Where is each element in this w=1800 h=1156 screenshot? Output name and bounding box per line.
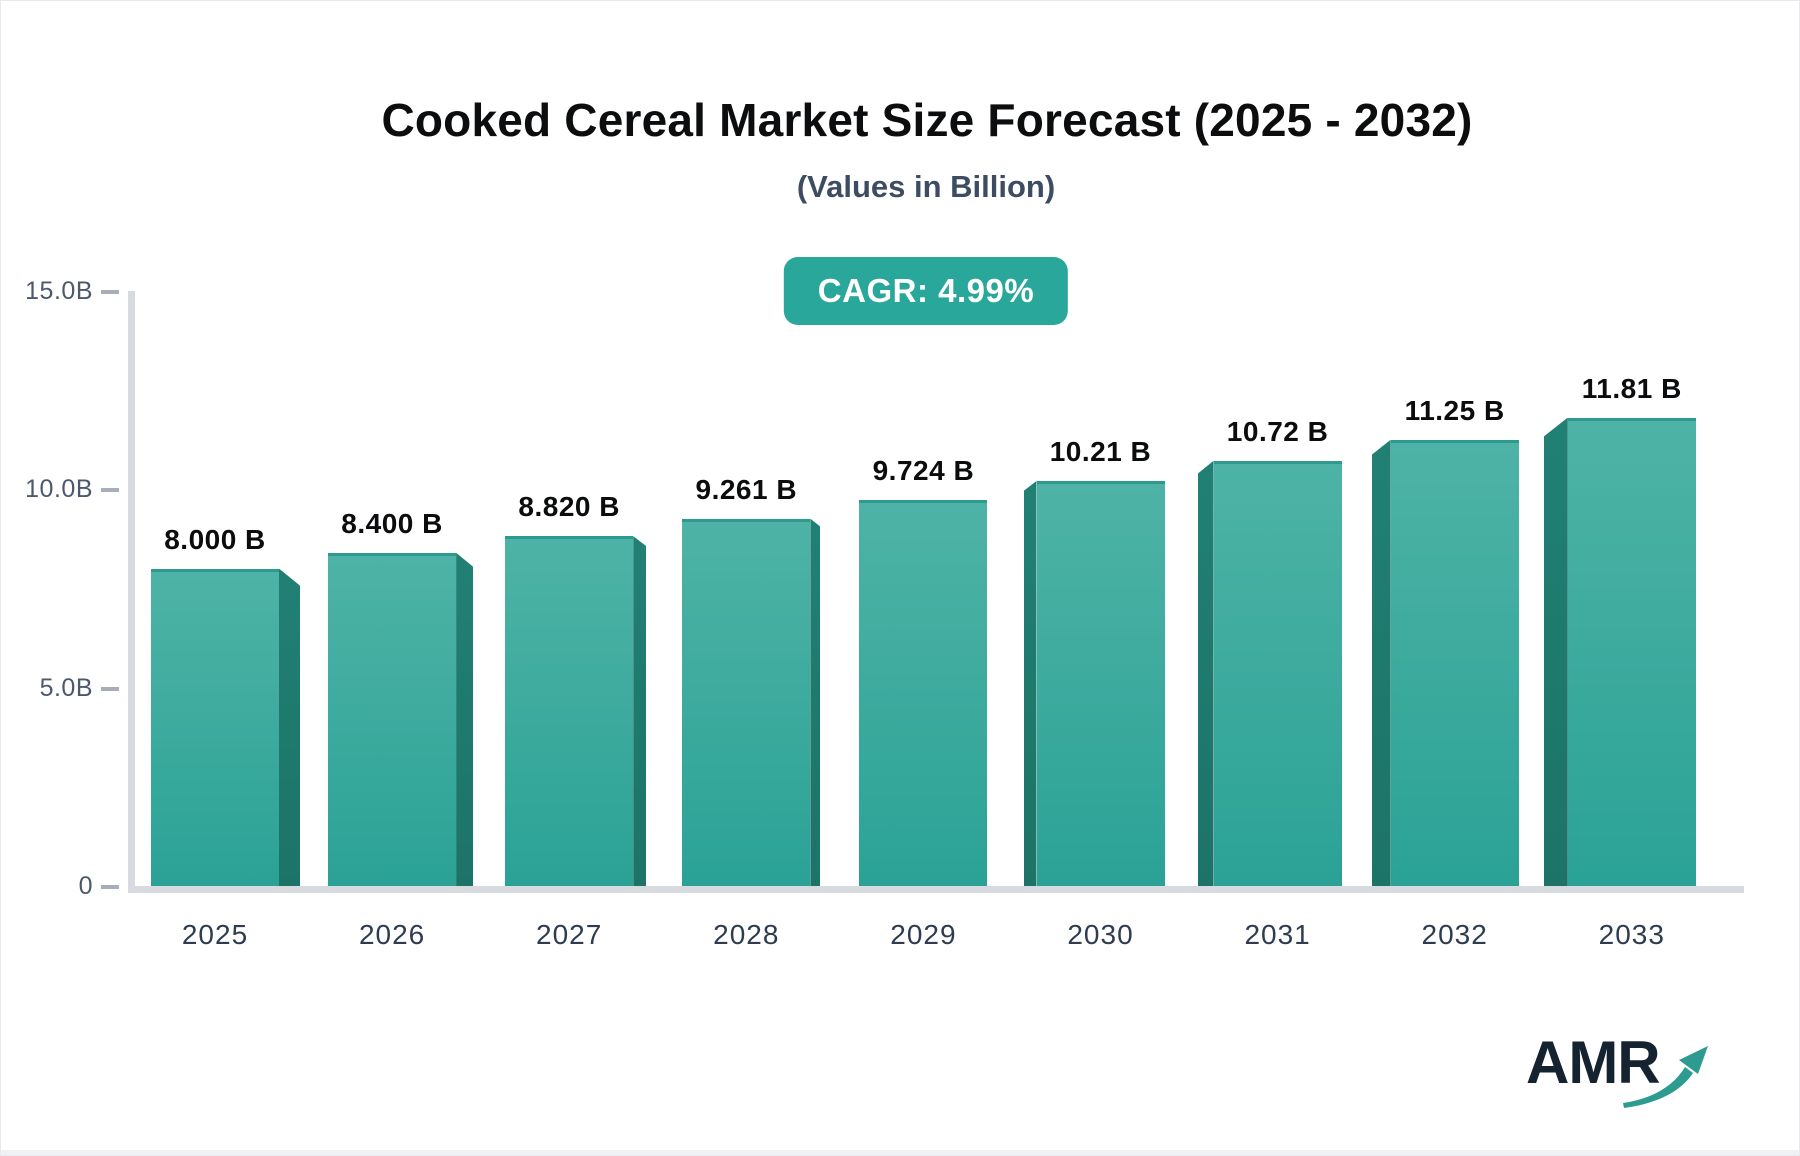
bar-2026[interactable]	[328, 552, 457, 886]
y-axis-tick-label: 15.0B	[25, 277, 93, 305]
growth-arrow-icon	[1623, 1046, 1708, 1108]
bottom-edge	[1, 1150, 1799, 1155]
bar-side-face	[279, 568, 300, 886]
bar-side-face	[1023, 481, 1037, 886]
bar-2033[interactable]	[1567, 417, 1696, 886]
x-axis-label-2027: 2027	[536, 919, 603, 950]
bar-2028[interactable]	[682, 518, 811, 886]
x-axis-label-2032: 2032	[1421, 919, 1488, 950]
y-axis-tick	[101, 290, 119, 294]
bar-value-label: 9.724 B	[872, 455, 975, 487]
x-axis-label-2033: 2033	[1598, 919, 1665, 950]
bar-value-label: 9.261 B	[695, 473, 798, 505]
bar-value-label: 8.400 B	[341, 507, 443, 539]
bar-side-face	[1197, 460, 1214, 886]
x-axis-line	[128, 886, 1744, 893]
y-axis-line	[128, 291, 135, 893]
bar-2027[interactable]	[505, 536, 634, 886]
bar-side-face	[456, 552, 474, 886]
bar-side-face	[1543, 417, 1568, 886]
bar-value-label: 11.81 B	[1581, 372, 1682, 404]
x-axis-label-2025: 2025	[181, 919, 249, 950]
x-axis-label-2029: 2029	[890, 919, 957, 950]
bar-2029[interactable]	[859, 500, 988, 886]
page-title: Cooked Cereal Market Size Forecast (2025…	[381, 94, 1473, 146]
amr-logo[interactable]: AMR	[1526, 1033, 1736, 1113]
chart-subtitle: (Values in Billion)	[796, 169, 1056, 204]
y-axis-tick	[101, 686, 119, 691]
y-axis-tick	[101, 885, 119, 889]
bar-value-label: 8.000 B	[164, 523, 266, 555]
bar-value-label: 8.820 B	[518, 491, 620, 523]
y-axis-tick-label: 10.0B	[25, 475, 93, 504]
x-axis-label-2031: 2031	[1244, 919, 1311, 950]
y-axis-tick-label: 5.0B	[39, 673, 93, 702]
bar-2030[interactable]	[1036, 481, 1165, 886]
bar-side-face	[1371, 439, 1391, 886]
bar-side-face	[633, 536, 647, 886]
amr-logo-text: AMR	[1526, 1029, 1661, 1096]
y-axis-tick	[101, 488, 119, 493]
x-axis-label-2028: 2028	[713, 919, 780, 950]
x-axis-label-2030: 2030	[1067, 919, 1134, 950]
bar-2032[interactable]	[1390, 439, 1519, 886]
cagr-badge: CAGR: 4.99%	[783, 257, 1069, 325]
x-axis-label-2026: 2026	[358, 919, 426, 950]
bar-2031[interactable]	[1213, 460, 1342, 886]
y-axis-tick-label: 0	[78, 872, 93, 900]
bar-value-label: 11.25 B	[1404, 394, 1505, 426]
bar-value-label: 10.21 B	[1049, 436, 1152, 467]
bar-2025[interactable]	[151, 568, 279, 886]
bar-side-face	[810, 518, 821, 886]
bar-value-label: 10.72 B	[1226, 415, 1329, 447]
